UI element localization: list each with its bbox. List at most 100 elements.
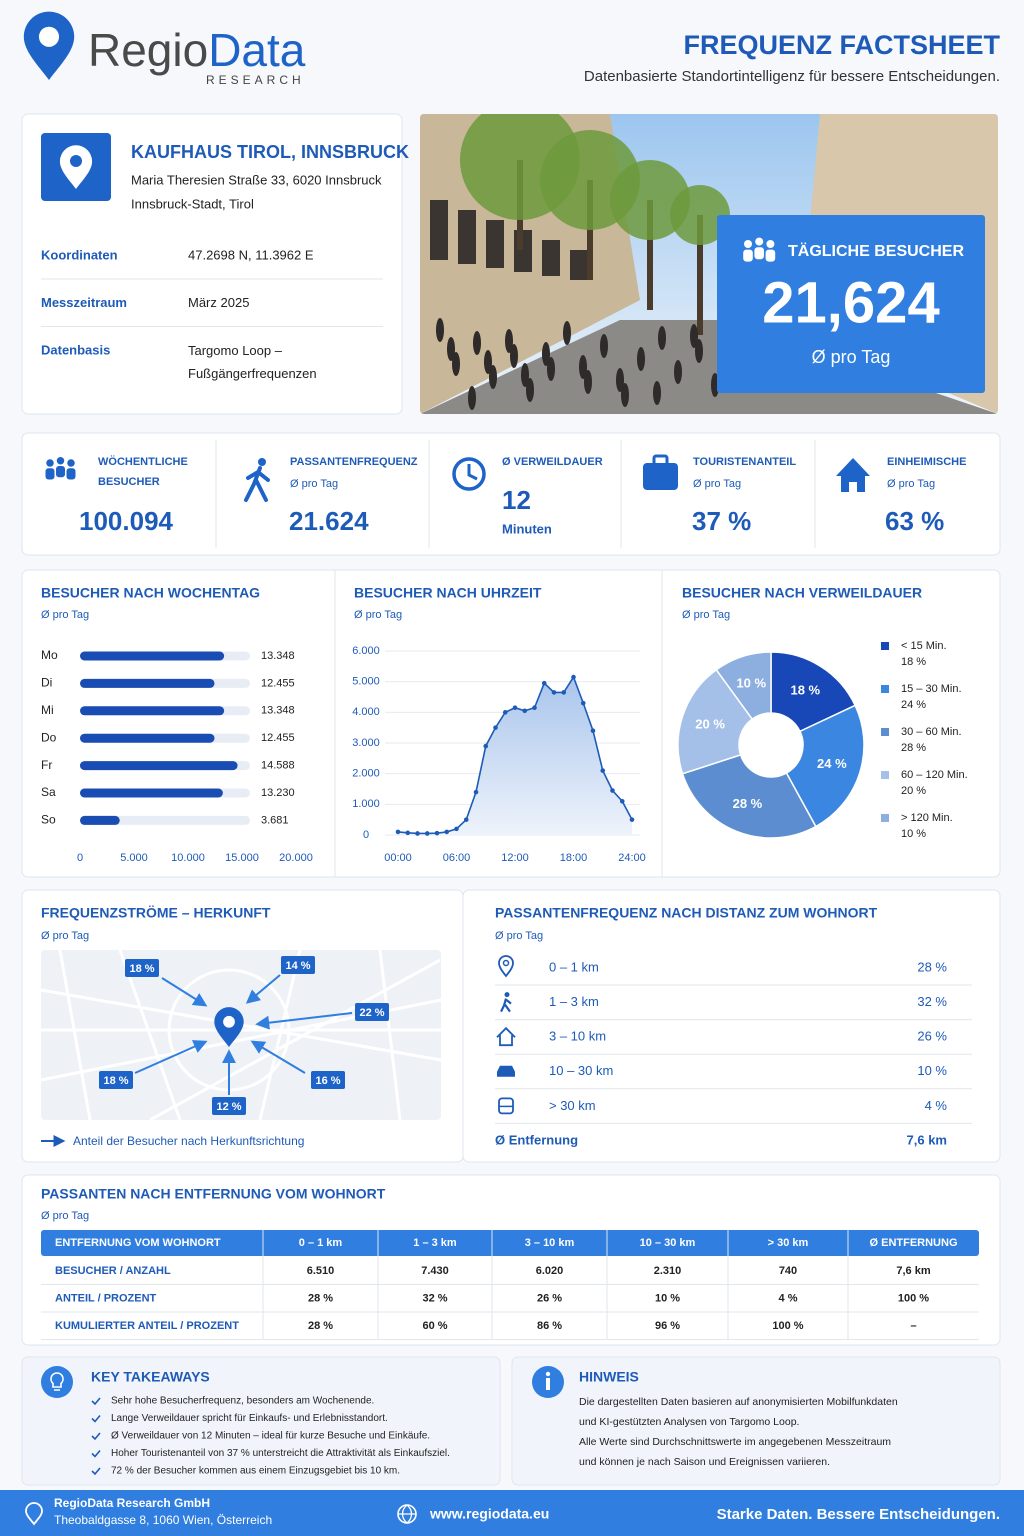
photo-tree-crown: [610, 160, 690, 240]
photo-pedestrian: [658, 326, 666, 350]
flow-label: 22 %: [359, 1007, 384, 1019]
icon-person-head: [67, 459, 75, 467]
icon-person-body: [45, 468, 55, 480]
value-label: 12.455: [261, 677, 295, 689]
photo-tree-trunk: [647, 200, 653, 310]
detail-value: 47.2698 N, 11.3962 E: [188, 247, 314, 262]
line-point: [434, 830, 440, 836]
hero-unit: Ø pro Tag: [812, 347, 891, 367]
takeaway-item: Sehr hohe Besucherfrequenz, besonders am…: [111, 1396, 374, 1407]
legend-swatch: [881, 642, 889, 650]
photo-pedestrian: [468, 386, 476, 410]
line-point: [629, 817, 635, 822]
flow-legend: Anteil der Besucher nach Herkunftsrichtu…: [73, 1134, 304, 1148]
takeaway-item: Lange Verweildauer spricht für Einkaufs-…: [111, 1413, 388, 1424]
line-point: [571, 674, 576, 680]
flow-label: 18 %: [129, 963, 154, 975]
bar: [80, 815, 120, 825]
photo-pedestrian: [484, 350, 492, 374]
legend-value: 18 %: [901, 656, 926, 668]
table-header-cell: Ø ENTFERNUNG: [870, 1237, 958, 1249]
donut-slice: [770, 651, 857, 733]
slice-label: 20 %: [695, 717, 725, 732]
y-tick-label: 4.000: [352, 706, 380, 718]
icon-pin: [498, 955, 514, 978]
logo-pin-hole: [38, 26, 60, 47]
legend-label: 30 – 60 Min.: [901, 726, 962, 738]
takeaway-item: 72 % der Besucher kommen aus einem Einzu…: [111, 1466, 400, 1477]
legend-value: 20 %: [901, 785, 926, 797]
table-header-cell: 10 – 30 km: [640, 1237, 696, 1249]
note-line: und können je nach Saison und Ereignisse…: [579, 1456, 830, 1468]
table-header-cell: > 30 km: [768, 1237, 809, 1249]
x-tick-label: 06:00: [443, 852, 471, 864]
kpi-sub: Ø pro Tag: [887, 478, 935, 490]
photo-pedestrian: [695, 339, 703, 363]
section-title: PASSANTEN NACH ENTFERNUNG VOM WOHNORT: [41, 1186, 386, 1202]
value-label: 13.348: [261, 705, 295, 717]
photo-pedestrian: [542, 342, 550, 366]
card: [21, 1356, 501, 1486]
table-cell: ANTEIL / PROZENT: [55, 1292, 157, 1304]
bar: [80, 651, 225, 661]
table-cell: 26 %: [537, 1292, 562, 1304]
photo-pedestrian: [447, 337, 455, 361]
table-cell: 6.020: [536, 1265, 564, 1277]
bar: [80, 761, 238, 771]
y-tick-label: 3.000: [352, 737, 380, 749]
icon-person-head: [744, 240, 752, 248]
line-point: [541, 680, 547, 686]
y-tick-label: 1.000: [352, 798, 380, 810]
icon-walk: [500, 998, 512, 1013]
photo-pedestrian: [616, 368, 624, 392]
x-tick-label: 10.000: [171, 852, 205, 864]
detail-label: Messzeitraum: [41, 295, 127, 310]
icon-person-body: [56, 466, 65, 478]
photo-tree-crown: [670, 185, 730, 245]
x-tick-label: 12:00: [501, 852, 529, 864]
detail-value: Targomo Loop – Fußgängerfrequenzen: [188, 343, 317, 381]
section-subtitle: Ø pro Tag: [495, 930, 543, 942]
table-cell: 100 %: [898, 1292, 929, 1304]
legend-value: 24 %: [901, 699, 926, 711]
icon-clock: [452, 457, 486, 491]
photo-pedestrian: [505, 329, 513, 353]
line-area: [398, 677, 632, 835]
flow-arrow: [250, 1040, 306, 1074]
icon-person-body: [765, 249, 776, 262]
photo-pedestrian: [563, 321, 571, 345]
table-cell: 32 %: [422, 1292, 447, 1304]
photo-pedestrian: [621, 383, 629, 407]
table-cell: –: [910, 1320, 916, 1332]
page-subtitle: Datenbasierte Standortintelligenz für be…: [584, 68, 1000, 85]
photo-pedestrian: [510, 344, 518, 368]
legend-swatch: [881, 771, 889, 779]
bar-track: [80, 815, 250, 825]
line-point: [551, 690, 557, 695]
category-label: Fr: [41, 758, 52, 772]
flow-arrow: [255, 1012, 353, 1030]
table-cell: BESUCHER / ANZAHL: [55, 1265, 171, 1277]
photo-pedestrian: [579, 355, 587, 379]
distance-share: 4 %: [925, 1098, 948, 1113]
section-title: PASSANTENFREQUENZ NACH DISTANZ ZUM WOHNO…: [495, 905, 878, 921]
table-cell: 2.310: [654, 1265, 682, 1277]
footer-slogan: Starke Daten. Bessere Entscheidungen.: [717, 1506, 1000, 1523]
detail-label: Koordinaten: [41, 247, 118, 262]
table-cell: 4 %: [779, 1292, 798, 1304]
photo-pedestrian: [674, 360, 682, 384]
hero-label: TÄGLICHE BESUCHER: [788, 242, 964, 260]
legend-swatch: [881, 814, 889, 822]
flow-arrow: [245, 974, 281, 1004]
bar: [80, 788, 223, 798]
takeaway-item: Hoher Touristenanteil von 37 % unterstre…: [111, 1448, 450, 1459]
x-tick-label: 24:00: [618, 852, 646, 864]
table-cell: 28 %: [308, 1292, 333, 1304]
kpi-label: EINHEIMISCHE: [887, 456, 967, 468]
section-title: FREQUENZSTRÖME – HERKUNFT: [41, 905, 271, 921]
photo-pedestrian: [436, 318, 444, 342]
kpi-label: TOURISTENANTEIL: [693, 456, 797, 468]
footer-web: www.regiodata.eu: [429, 1506, 549, 1522]
photo-pedestrian: [521, 363, 529, 387]
